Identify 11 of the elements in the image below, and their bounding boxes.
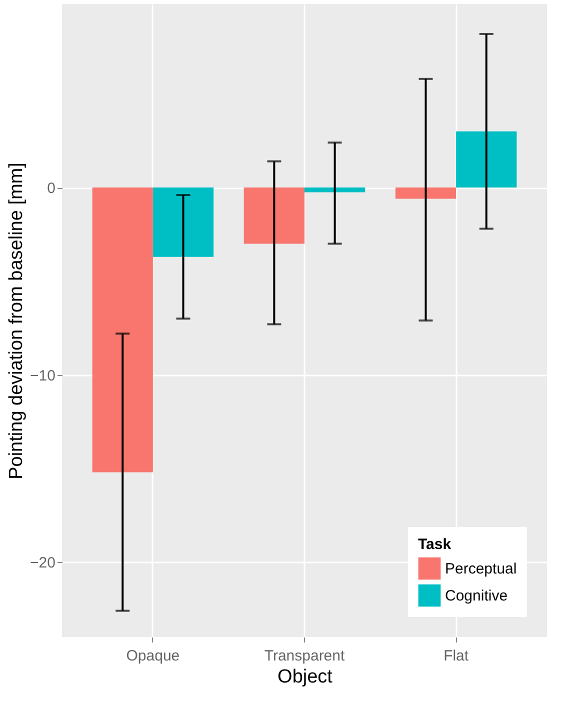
y-axis-title: Pointing deviation from baseline [mm] (6, 162, 28, 480)
y-tick-label: −10 (30, 367, 56, 384)
legend-label: Cognitive (445, 588, 508, 604)
x-tick-label: Flat (444, 648, 470, 664)
legend-title: Task (418, 536, 452, 553)
y-tick-label: −20 (30, 554, 56, 572)
x-tick-label: Transparent (264, 648, 346, 664)
y-tick-label: 0 (47, 180, 56, 198)
legend-label: Perceptual (445, 560, 517, 578)
x-axis-title: Object (278, 666, 334, 688)
x-tick-label: Opaque (126, 648, 180, 664)
